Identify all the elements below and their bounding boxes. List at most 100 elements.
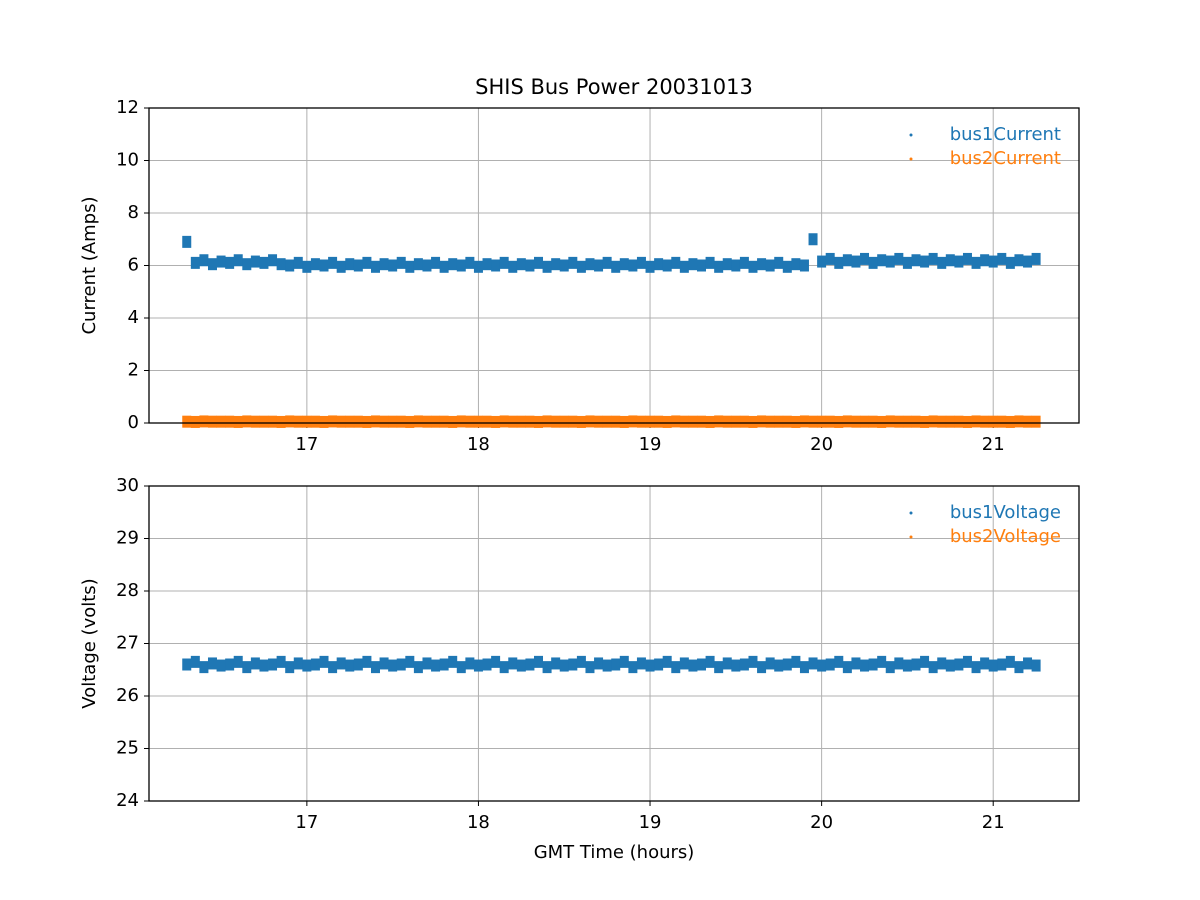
y-axis-label: Voltage (volts) bbox=[79, 578, 100, 708]
data-point bbox=[868, 658, 878, 671]
data-point bbox=[1023, 255, 1033, 268]
data-point bbox=[396, 256, 406, 269]
data-point bbox=[559, 259, 569, 272]
data-point bbox=[542, 415, 552, 428]
data-point bbox=[456, 259, 466, 272]
data-point bbox=[817, 415, 827, 428]
data-point bbox=[207, 415, 217, 428]
data-point bbox=[937, 256, 947, 269]
data-point bbox=[679, 415, 689, 428]
data-point bbox=[568, 256, 578, 269]
data-point bbox=[585, 661, 595, 674]
data-point bbox=[739, 256, 749, 269]
data-point bbox=[842, 254, 852, 267]
data-point bbox=[448, 258, 458, 271]
data-point bbox=[285, 259, 295, 272]
y-tick-label: 27 bbox=[116, 633, 139, 654]
data-point bbox=[997, 252, 1007, 265]
data-point bbox=[473, 260, 483, 273]
data-point bbox=[911, 415, 921, 428]
data-point bbox=[293, 415, 303, 428]
y-tick-label: 12 bbox=[116, 97, 139, 118]
data-point bbox=[225, 415, 235, 428]
data-point bbox=[799, 415, 809, 428]
data-point bbox=[757, 661, 767, 674]
data-point bbox=[370, 661, 380, 674]
data-point bbox=[1031, 415, 1041, 428]
data-point bbox=[379, 657, 389, 670]
data-point bbox=[791, 655, 801, 668]
data-point bbox=[379, 415, 389, 428]
data-point bbox=[233, 655, 243, 668]
data-point bbox=[336, 657, 346, 670]
data-point bbox=[731, 659, 741, 672]
data-point bbox=[585, 415, 595, 428]
data-point bbox=[885, 255, 895, 268]
data-point bbox=[920, 655, 930, 668]
data-point bbox=[353, 415, 363, 428]
data-point bbox=[276, 258, 286, 271]
data-point bbox=[405, 415, 415, 428]
data-point bbox=[233, 254, 243, 267]
data-point bbox=[662, 415, 672, 428]
data-point bbox=[1005, 256, 1015, 269]
data-point bbox=[834, 655, 844, 668]
data-point bbox=[1014, 415, 1024, 428]
data-point bbox=[714, 661, 724, 674]
data-point bbox=[199, 254, 209, 267]
data-point bbox=[688, 415, 698, 428]
data-point bbox=[336, 260, 346, 273]
data-point bbox=[328, 661, 338, 674]
data-point bbox=[628, 415, 638, 428]
data-point bbox=[722, 415, 732, 428]
data-point bbox=[885, 415, 895, 428]
data-point bbox=[250, 657, 260, 670]
data-point bbox=[310, 258, 320, 271]
data-point bbox=[748, 415, 758, 428]
data-point bbox=[413, 415, 423, 428]
data-point bbox=[997, 415, 1007, 428]
data-point bbox=[576, 260, 586, 273]
data-point bbox=[1014, 661, 1024, 674]
data-point bbox=[482, 258, 492, 271]
legend-marker bbox=[909, 511, 913, 515]
chart-title: SHIS Bus Power 20031013 bbox=[475, 75, 753, 99]
data-point bbox=[233, 415, 243, 428]
data-point bbox=[705, 256, 715, 269]
data-point bbox=[594, 415, 604, 428]
data-point bbox=[1031, 252, 1041, 265]
data-point bbox=[851, 657, 861, 670]
data-point bbox=[473, 415, 483, 428]
data-point bbox=[757, 258, 767, 271]
data-point bbox=[499, 415, 509, 428]
data-point bbox=[568, 658, 578, 671]
data-point bbox=[482, 658, 492, 671]
x-tick-label: 18 bbox=[467, 812, 490, 833]
data-point bbox=[791, 415, 801, 428]
data-point bbox=[516, 415, 526, 428]
data-point bbox=[431, 256, 441, 269]
data-point bbox=[491, 415, 501, 428]
data-point bbox=[190, 655, 200, 668]
data-point bbox=[293, 657, 303, 670]
data-point bbox=[679, 260, 689, 273]
data-point bbox=[542, 661, 552, 674]
data-point bbox=[319, 259, 329, 272]
y-tick-label: 24 bbox=[116, 790, 139, 811]
data-point bbox=[825, 415, 835, 428]
data-point bbox=[1023, 657, 1033, 670]
data-point bbox=[413, 258, 423, 271]
data-point bbox=[645, 659, 655, 672]
data-point bbox=[465, 256, 475, 269]
data-point bbox=[894, 415, 904, 428]
data-point bbox=[465, 657, 475, 670]
data-point bbox=[697, 259, 707, 272]
data-point bbox=[928, 415, 938, 428]
y-tick-label: 10 bbox=[116, 150, 139, 171]
data-point bbox=[439, 260, 449, 273]
data-point bbox=[877, 415, 887, 428]
data-point bbox=[619, 415, 629, 428]
data-point bbox=[259, 415, 269, 428]
y-tick-label: 30 bbox=[116, 475, 139, 496]
data-point bbox=[765, 657, 775, 670]
